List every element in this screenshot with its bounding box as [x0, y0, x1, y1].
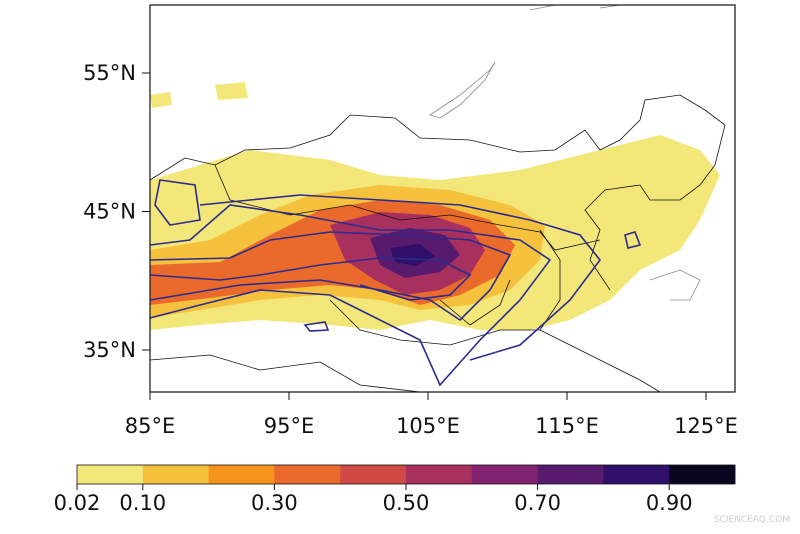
watermark: SCIENCEAQ.COM	[714, 515, 790, 525]
axes: 55°N 45°N 35°N 85°E 95°E 105°E 115°E 125°E	[83, 61, 738, 438]
shade-darkest	[390, 244, 435, 266]
colorbar-label: 0.50	[383, 491, 430, 515]
colorbar: 0.02 0.10 0.30 0.50 0.70 0.90	[54, 464, 736, 515]
colorbar-segment	[406, 465, 473, 484]
colorbar-segment	[208, 465, 275, 484]
colorbar-label: 0.02	[54, 491, 101, 515]
lon-label: 85°E	[125, 414, 176, 438]
colorbar-segment	[537, 465, 604, 484]
colorbar-label: 0.90	[646, 491, 693, 515]
colorbar-segment	[669, 465, 736, 484]
map-frame	[149, 4, 736, 393]
colorbar-segment	[142, 465, 209, 484]
lon-label: 125°E	[674, 414, 738, 438]
colorbar-segment	[471, 465, 538, 484]
borders	[149, 94, 726, 393]
colorbar-segment	[274, 465, 341, 484]
colorbar-segment	[340, 465, 407, 484]
colorbar-label: 0.70	[514, 491, 561, 515]
lat-label: 45°N	[83, 200, 136, 224]
lat-label: 35°N	[83, 338, 136, 362]
lat-label: 55°N	[83, 61, 136, 85]
contours	[149, 179, 642, 387]
colorbar-label: 0.30	[251, 491, 298, 515]
colorbar-segment	[603, 465, 670, 484]
colorbar-label: 0.10	[119, 491, 166, 515]
coastlines	[429, 4, 701, 301]
shade-yellow-patch	[150, 82, 248, 108]
lon-label: 95°E	[264, 414, 315, 438]
lon-label: 115°E	[535, 414, 599, 438]
lon-label: 105°E	[396, 414, 460, 438]
map	[149, 4, 736, 393]
colorbar-segment	[77, 465, 144, 484]
